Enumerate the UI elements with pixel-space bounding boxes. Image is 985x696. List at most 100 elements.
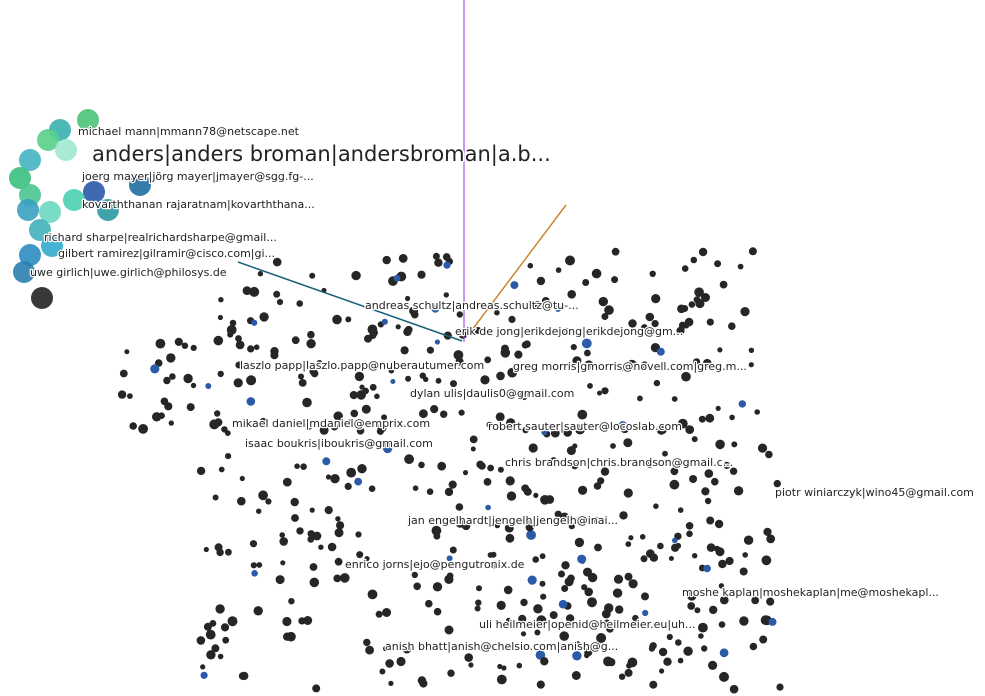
node <box>687 602 696 610</box>
node <box>158 412 165 420</box>
node-label: piotr winiarczyk|wino45@gmail.com <box>775 486 974 499</box>
node <box>581 584 588 591</box>
node <box>600 467 610 476</box>
node <box>186 403 195 412</box>
node <box>536 615 547 626</box>
node <box>333 574 342 583</box>
node <box>766 534 776 544</box>
node <box>350 409 359 418</box>
node-label: uli heilmeier|openid@heilmeier.eu|uh... <box>479 618 696 631</box>
node <box>235 335 242 342</box>
node <box>446 572 454 580</box>
node <box>610 443 616 449</box>
node <box>124 349 130 355</box>
node <box>259 312 269 322</box>
node <box>117 390 127 399</box>
node <box>728 322 736 331</box>
node <box>160 397 169 406</box>
node <box>615 605 624 614</box>
node <box>349 391 358 400</box>
node <box>126 393 133 399</box>
node <box>698 622 708 633</box>
node-label: gilbert ramirez|gilramir@cisco.com|gi... <box>58 247 275 260</box>
node <box>523 487 532 496</box>
node <box>390 379 396 384</box>
node <box>417 270 426 279</box>
node <box>316 360 323 366</box>
node <box>534 629 541 636</box>
node <box>296 300 304 307</box>
node <box>526 530 536 540</box>
node <box>364 556 370 562</box>
node <box>251 570 258 577</box>
node <box>623 438 633 448</box>
node-layer <box>9 109 784 694</box>
node-label: anders|anders broman|andersbroman|a.b... <box>92 142 551 167</box>
node <box>541 297 550 305</box>
node-label: chris brandson|chris.brandson@gmail.c... <box>505 456 733 469</box>
node <box>334 557 343 566</box>
node <box>217 314 223 321</box>
node <box>729 467 738 475</box>
node-label: isaac boukris|iboukris@gmail.com <box>245 437 433 450</box>
node <box>739 567 748 576</box>
node <box>258 490 268 501</box>
node <box>411 571 418 579</box>
node <box>584 349 591 357</box>
node <box>214 543 223 552</box>
node <box>437 461 447 471</box>
node <box>601 387 609 395</box>
node <box>174 337 183 346</box>
node <box>205 383 212 389</box>
node <box>628 579 638 589</box>
node <box>291 514 299 522</box>
node <box>462 470 469 476</box>
node <box>527 262 534 269</box>
node <box>603 619 611 627</box>
node-label: uwe girlich|uwe.girlich@philosys.de <box>30 266 227 279</box>
node <box>597 390 602 396</box>
node <box>773 479 781 488</box>
node <box>37 129 59 151</box>
node <box>687 591 697 601</box>
node <box>558 570 565 578</box>
node <box>356 551 364 559</box>
node <box>382 443 393 454</box>
node <box>440 410 448 418</box>
node <box>382 255 391 265</box>
node <box>388 680 394 687</box>
node <box>39 201 61 223</box>
node <box>169 373 176 380</box>
node <box>474 327 482 334</box>
node <box>318 544 324 550</box>
node <box>138 424 149 434</box>
node <box>670 467 679 476</box>
node <box>405 295 411 302</box>
node <box>540 657 549 666</box>
node <box>17 199 39 221</box>
node <box>623 488 633 498</box>
node <box>651 294 661 304</box>
node <box>540 593 547 600</box>
node <box>704 469 714 478</box>
node <box>257 271 264 277</box>
node <box>581 338 592 349</box>
node <box>624 572 633 581</box>
node <box>749 642 758 651</box>
node <box>319 425 329 435</box>
node <box>514 350 523 359</box>
node <box>692 553 698 559</box>
node <box>385 659 394 668</box>
node <box>276 298 284 306</box>
node <box>376 427 384 435</box>
node <box>346 467 357 478</box>
node <box>97 199 119 221</box>
node <box>217 653 224 660</box>
node <box>356 390 367 400</box>
node <box>309 272 316 279</box>
node <box>374 393 380 400</box>
node <box>677 507 684 513</box>
node <box>379 668 386 675</box>
node <box>181 342 189 349</box>
node <box>618 421 627 430</box>
